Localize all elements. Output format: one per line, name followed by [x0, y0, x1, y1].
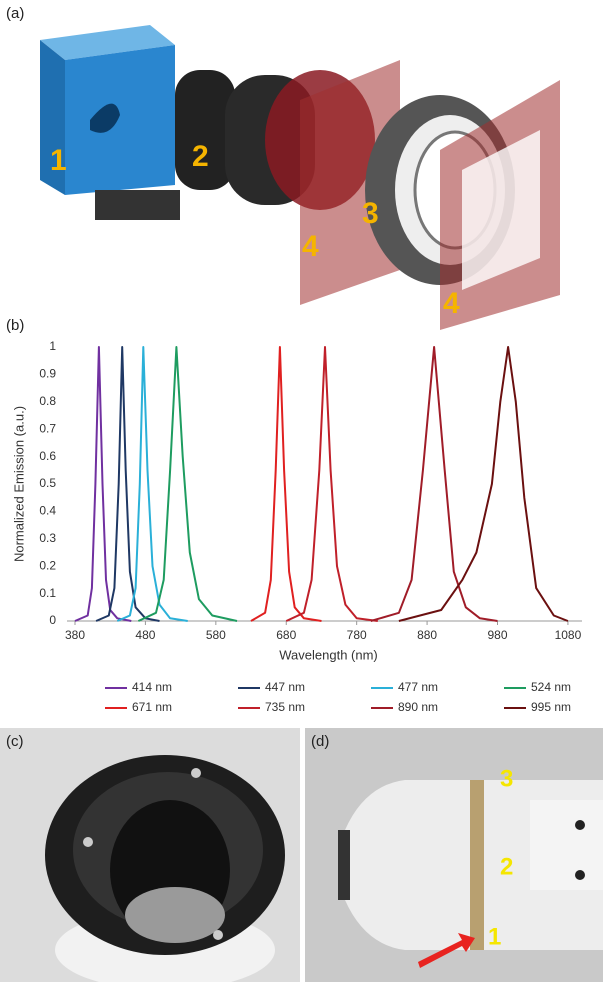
y-tick-label: 0.9 — [39, 367, 56, 381]
y-tick-label: 0.3 — [39, 531, 56, 545]
callout: 2 — [192, 140, 209, 173]
y-tick-label: 0.1 — [39, 586, 56, 600]
series-line — [116, 346, 188, 622]
x-tick-label: 780 — [347, 628, 367, 642]
series-line — [137, 346, 238, 622]
x-tick-label: 1080 — [555, 628, 582, 642]
callout: 4 — [443, 287, 460, 320]
series-line — [95, 346, 160, 622]
y-tick-label: 0.7 — [39, 421, 56, 435]
x-tick-label: 480 — [135, 628, 155, 642]
legend-label: 524 nm — [531, 680, 571, 694]
legend-label: 890 nm — [398, 700, 438, 714]
device-photo — [305, 728, 603, 982]
legend-label: 447 nm — [265, 680, 305, 694]
y-tick-label: 0.5 — [39, 476, 56, 490]
callout: 1 — [488, 923, 501, 950]
callout: 4 — [302, 230, 319, 263]
y-tick-label: 0.4 — [39, 504, 56, 518]
series-line — [250, 346, 322, 622]
x-tick-label: 980 — [487, 628, 507, 642]
y-tick-label: 0.8 — [39, 394, 56, 408]
y-tick-label: 0 — [49, 613, 56, 627]
series-line — [285, 346, 378, 622]
legend-label: 414 nm — [132, 680, 172, 694]
callout: 3 — [500, 765, 513, 792]
y-tick-label: 1 — [49, 339, 56, 353]
legend-label: 477 nm — [398, 680, 438, 694]
callout: 1 — [50, 144, 67, 177]
series-line — [398, 346, 569, 622]
panel-label: (b) — [6, 317, 24, 334]
panel-label: (a) — [6, 5, 24, 22]
chart: 0 0.1 0.2 0.3 0.4 0.5 0.6 0.7 0.8 0.9 1 380 480 580 68… — [11, 339, 582, 714]
panel-label: (c) — [6, 733, 24, 750]
x-tick-label: 680 — [276, 628, 296, 642]
housing-photo — [0, 728, 300, 987]
y-tick-label: 0.2 — [39, 558, 56, 572]
series-line — [370, 346, 498, 622]
y-axis-title: Normalized Emission (a.u.) — [11, 406, 26, 562]
legend-label: 671 nm — [132, 700, 172, 714]
panel-label: (d) — [311, 733, 329, 750]
x-tick-label: 380 — [65, 628, 85, 642]
x-tick-label: 880 — [417, 628, 437, 642]
x-tick-label: 580 — [206, 628, 226, 642]
legend-label: 995 nm — [531, 700, 571, 714]
camera-photo — [40, 25, 560, 330]
callout: 3 — [362, 197, 379, 230]
y-tick-label: 0.6 — [39, 449, 56, 463]
callout: 2 — [500, 853, 513, 880]
legend-label: 735 nm — [265, 700, 305, 714]
x-axis-title: Wavelength (nm) — [279, 647, 378, 662]
series-line — [74, 346, 132, 622]
